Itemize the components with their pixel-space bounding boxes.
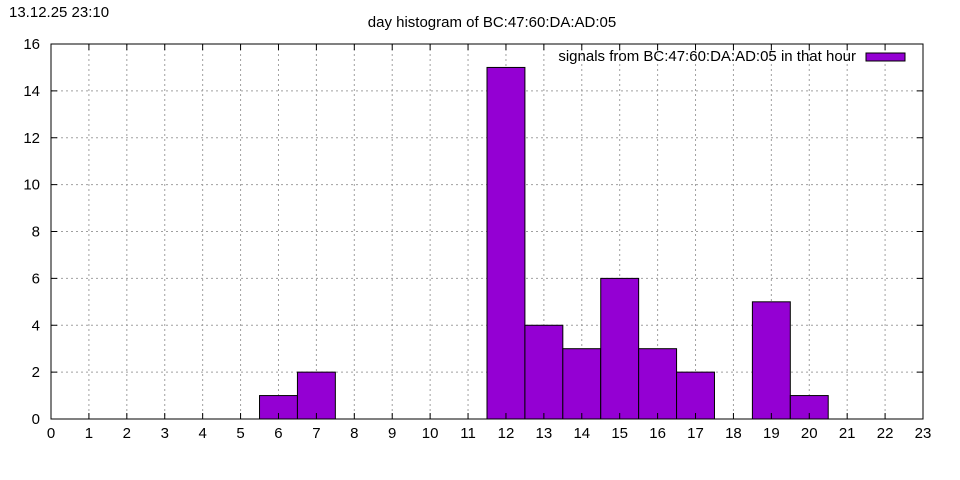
x-tick-label: 1 [85,425,93,442]
x-tick-label: 13 [536,425,553,442]
x-tick-label: 3 [161,425,169,442]
x-tick-label: 5 [236,425,244,442]
chart-title: day histogram of BC:47:60:DA:AD:05 [368,14,616,31]
x-tick-label: 16 [649,425,666,442]
y-tick-label: 2 [32,364,40,381]
timestamp: 13.12.25 23:10 [9,4,110,21]
x-tick-label: 4 [198,425,206,442]
y-tick-label: 0 [32,411,40,428]
y-tick-label: 4 [32,317,40,334]
x-tick-label: 17 [687,425,704,442]
bar-hour-14 [562,348,602,420]
legend-swatch [865,52,906,62]
x-tick-label: 21 [839,425,856,442]
bar-hour-15 [600,277,640,420]
y-tick-label: 16 [23,36,40,53]
bar-hour-7 [296,371,336,420]
x-tick-label: 7 [312,425,320,442]
bar-hour-12 [486,66,526,420]
x-tick-label: 20 [801,425,818,442]
y-tick-label: 6 [32,270,40,287]
bar-hour-16 [638,348,678,420]
x-tick-label: 15 [611,425,628,442]
x-tick-label: 12 [498,425,515,442]
x-tick-label: 23 [915,425,932,442]
bar-hour-13 [524,324,564,420]
x-tick-label: 14 [573,425,590,442]
bar-hour-17 [676,371,715,420]
y-tick-label: 10 [23,177,40,194]
x-tick-label: 9 [388,425,396,442]
legend-label: signals from BC:47:60:DA:AD:05 in that h… [558,48,856,65]
y-tick-label: 12 [23,130,40,147]
bar-hour-19 [751,301,791,420]
y-tick-label: 14 [23,83,40,100]
y-tick-label: 8 [32,224,40,241]
x-tick-label: 19 [763,425,780,442]
x-tick-label: 0 [47,425,55,442]
x-tick-label: 2 [123,425,131,442]
x-tick-label: 22 [877,425,894,442]
x-tick-label: 6 [274,425,282,442]
x-tick-label: 8 [350,425,358,442]
x-tick-label: 10 [422,425,439,442]
x-tick-label: 18 [725,425,742,442]
x-tick-label: 11 [460,425,476,442]
legend: signals from BC:47:60:DA:AD:05 in that h… [558,48,906,65]
